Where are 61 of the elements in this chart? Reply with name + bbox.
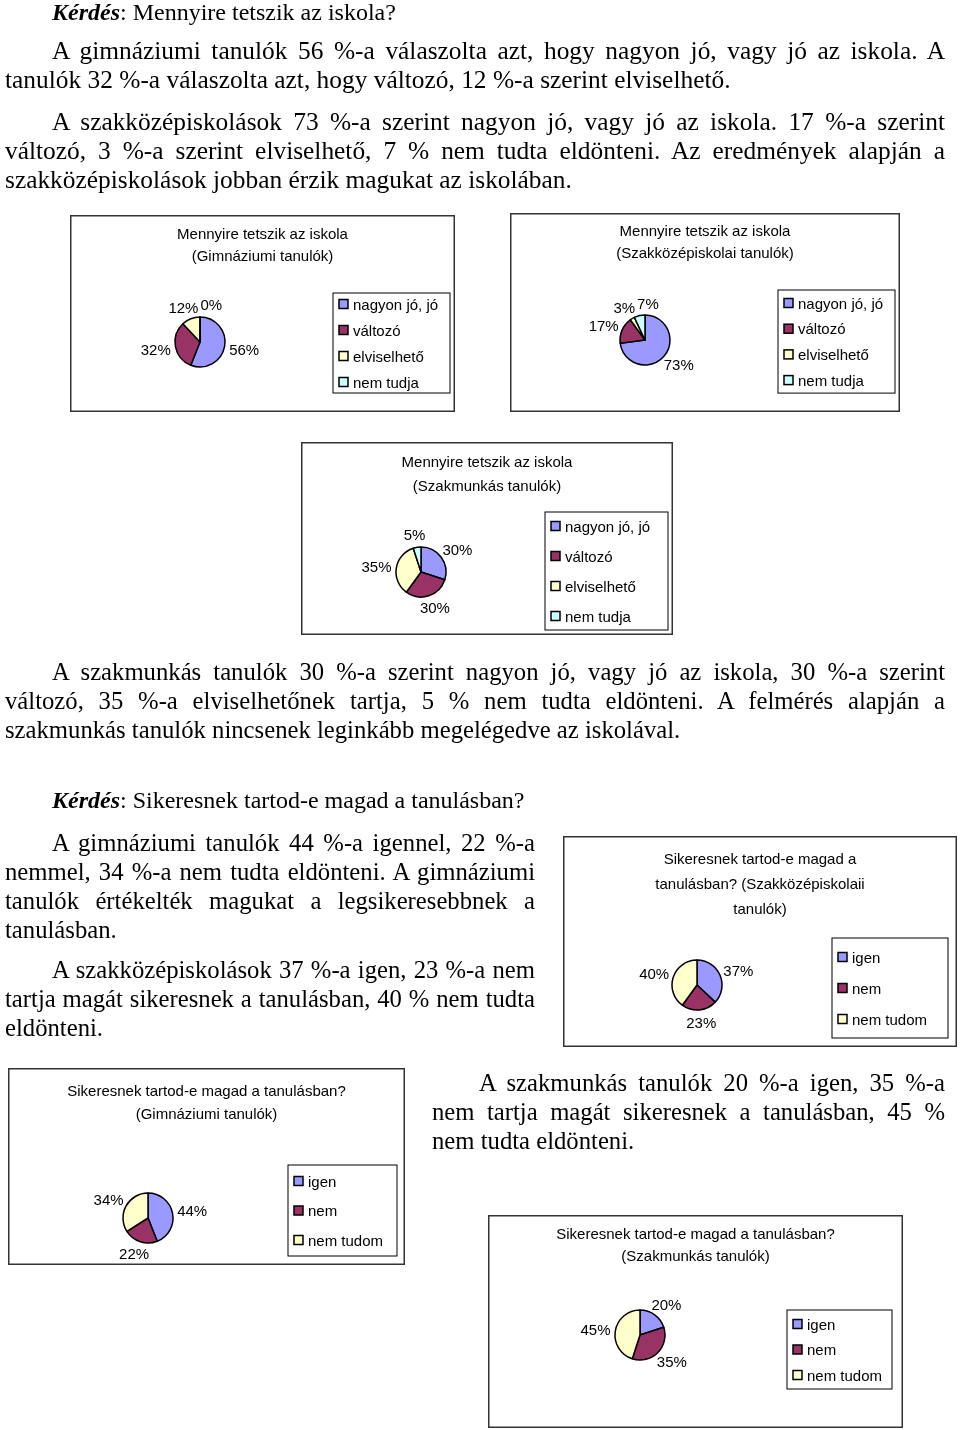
chart-title: Mennyire tetszik az iskola xyxy=(401,452,574,470)
legend-label: nagyon jó, jó xyxy=(353,295,439,313)
data-label: 44% xyxy=(177,1202,208,1220)
legend-label: nem tudja xyxy=(565,607,632,625)
chart-title: Sikeresnek tartod-e magad a tanulásban? (Szakközépiskolaii tanulók) xyxy=(655,849,865,917)
data-label: 56% xyxy=(229,340,260,358)
data-label: 5% xyxy=(403,526,426,544)
legend-label: igen xyxy=(308,1172,337,1190)
text: A gimnáziumi tanulók 56 %-a válaszolta azt, hogy nagyon jó, vagy jó az iskola. A tanulók 32 %-a válaszolta azt, hogy változó, 12 %-a szerint elviselhető. xyxy=(5,35,945,94)
data-label: 32% xyxy=(140,340,171,358)
legend-label: változó xyxy=(353,321,401,339)
text: A gimnáziumi tanulók 44 %-a igennel, 22 %-a nemmel, 34 %-a nem tudta eldönteni. A gimnáziumi tanulók értékelték magukat a legsikeresebbnek a tanulásban. xyxy=(5,827,535,944)
legend-label: nagyon jó, jó xyxy=(565,517,651,535)
legend-label: nem xyxy=(807,1341,837,1358)
chart-title: Mennyire tetszik az iskola xyxy=(619,221,792,239)
legend-label: változó xyxy=(565,547,613,565)
chart-subtitle: (Gimnáziumi tanulók) xyxy=(135,1104,278,1122)
legend-label: változó xyxy=(798,320,846,338)
data-label: 17% xyxy=(588,316,619,334)
text: A szakmunkás tanulók 20 %-a igen, 35 %-a nem tartja magát sikeresnek a tanulásban, 45 % nem tudta eldönteni. xyxy=(432,1067,945,1155)
data-label: 22% xyxy=(119,1245,150,1263)
data-label: 34% xyxy=(93,1191,124,1209)
data-label: 20% xyxy=(651,1296,682,1314)
chart-title: Sikeresnek tartod-e magad a tanulásban? xyxy=(556,1224,835,1242)
text: A szakközépiskolások 73 %-a szerint nagyon jó, vagy jó az iskola. 17 %-a szerint változó, 3 %-a szerint elviselhető, 7 % nem tudta eldönteni. Az eredmények alapján a szakközépiskolások jobban érzik magukat az iskolában. xyxy=(5,106,945,194)
legend-label: nagyon jó, jó xyxy=(798,294,884,312)
chart-subtitle: (Szakközépiskolai tanulók) xyxy=(616,243,794,261)
data-label: 45% xyxy=(580,1320,611,1338)
data-label: 73% xyxy=(663,356,694,374)
legend-label: nem xyxy=(852,979,882,997)
legend-label: nem tudom xyxy=(308,1231,384,1249)
text: Kérdés: Mennyire tetszik az iskola? xyxy=(52,0,396,25)
chart-subtitle: (Szakmunkás tanulók) xyxy=(412,476,562,494)
text: A szakközépiskolások 37 %-a igen, 23 %-a nem tartja magát sikeresnek a tanulásban, 40 % nem tudta eldönteni. xyxy=(5,954,535,1042)
data-label: 7% xyxy=(637,294,659,312)
legend-label: igen xyxy=(807,1315,836,1333)
data-label: 3% xyxy=(613,299,636,317)
legend-label: nem tudja xyxy=(798,371,865,389)
legend-label: nem xyxy=(308,1202,338,1219)
data-label: 30% xyxy=(419,599,450,617)
data-label: 23% xyxy=(686,1013,717,1031)
legend-label: nem tudja xyxy=(353,373,420,391)
data-label: 37% xyxy=(723,961,754,979)
chart-title: Mennyire tetszik az iskola xyxy=(177,224,349,242)
data-label: 35% xyxy=(656,1353,687,1371)
chart-subtitle: (Szakmunkás tanulók) xyxy=(621,1246,770,1264)
data-label: 40% xyxy=(639,964,670,982)
chart-title: Sikeresnek tartod-e magad a tanulásban? xyxy=(67,1081,346,1099)
text: Kérdés: Sikeresnek tartod-e magad a tanulásban? xyxy=(52,787,525,813)
legend-label: elviselhető xyxy=(798,345,869,363)
legend-label: elviselhető xyxy=(353,347,424,365)
text: A szakmunkás tanulók 30 %-a szerint nagyon jó, vagy jó az iskola, 30 %-a szerint változó, 35 %-a elviselhetőnek tartja, 5 % nem tudta eldönteni. A felmérés alapján a szakmunkás tanulók nincsenek leginkább megelégedve az iskolával. xyxy=(5,656,945,744)
legend-label: igen xyxy=(852,948,881,966)
data-label: 35% xyxy=(361,557,392,575)
legend-label: elviselhető xyxy=(565,577,636,595)
legend-label: nem tudom xyxy=(807,1366,883,1384)
legend-label: nem tudom xyxy=(852,1010,928,1028)
text: 0% xyxy=(200,296,223,313)
data-label: 12% xyxy=(168,298,199,316)
data-label: 30% xyxy=(442,541,473,559)
chart-subtitle: (Gimnáziumi tanulók) xyxy=(191,246,334,264)
